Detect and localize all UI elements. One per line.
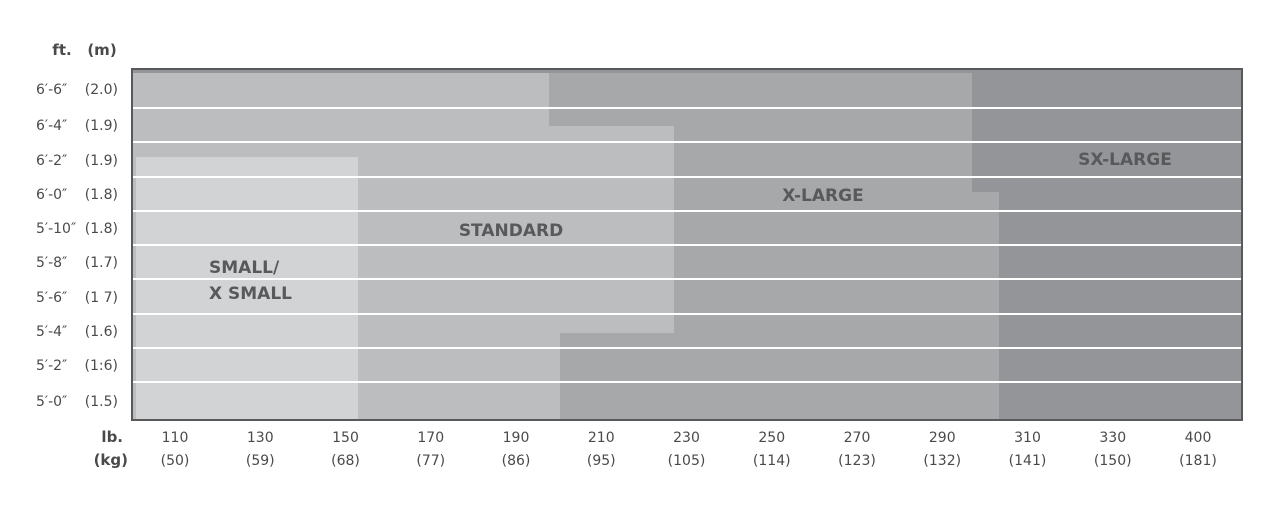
y-tick-ft: 5′-8″ <box>36 255 67 271</box>
x-header-kg: (kg) <box>94 451 128 469</box>
y-tick-ft: 5′-2″ <box>36 358 67 374</box>
x-tick-kg: (105) <box>668 453 706 469</box>
y-tick-ft: 5′-4″ <box>36 324 67 340</box>
y-tick-m: (1.7) <box>85 255 118 271</box>
x-tick-lb: 110 <box>162 430 189 446</box>
x-tick-lb: 310 <box>1014 430 1041 446</box>
chart-border <box>131 68 1243 421</box>
x-tick-lb: 250 <box>758 430 785 446</box>
y-tick-ft: 5′-10″ <box>36 221 76 237</box>
y-tick-m: (1.8) <box>85 187 118 203</box>
x-tick-kg: (68) <box>331 453 360 469</box>
x-tick-lb: 170 <box>417 430 444 446</box>
x-tick-kg: (141) <box>1009 453 1047 469</box>
y-header-m: (m) <box>87 41 116 59</box>
x-tick-lb: 210 <box>588 430 615 446</box>
y-tick-ft: 5′-6″ <box>36 290 67 306</box>
x-tick-kg: (123) <box>838 453 876 469</box>
x-tick-lb: 290 <box>929 430 956 446</box>
x-tick-kg: (132) <box>923 453 961 469</box>
x-tick-kg: (181) <box>1179 453 1217 469</box>
x-tick-kg: (114) <box>753 453 791 469</box>
region-label: X SMALL <box>209 284 292 304</box>
y-tick-m: (1.6) <box>85 324 118 340</box>
x-tick-lb: 230 <box>673 430 700 446</box>
x-tick-kg: (150) <box>1094 453 1132 469</box>
y-tick-ft: 5′-0″ <box>36 394 67 410</box>
y-tick-ft: 6′-0″ <box>36 187 67 203</box>
x-tick-kg: (86) <box>502 453 531 469</box>
x-tick-lb: 190 <box>503 430 530 446</box>
region-label: X-LARGE <box>782 186 863 206</box>
x-tick-lb: 150 <box>332 430 359 446</box>
y-tick-m: (1 7) <box>85 290 118 306</box>
x-tick-kg: (77) <box>416 453 445 469</box>
y-tick-ft: 6′-2″ <box>36 153 67 169</box>
y-tick-m: (1.9) <box>85 118 118 134</box>
y-tick-ft: 6′-4″ <box>36 118 67 134</box>
x-tick-lb: 330 <box>1099 430 1126 446</box>
y-header-ft: ft. <box>52 41 71 59</box>
region-label: STANDARD <box>459 221 563 241</box>
region-label: SMALL/ <box>209 258 280 278</box>
region-small-x-small <box>136 157 358 420</box>
x-header-lb: lb. <box>101 428 123 446</box>
x-tick-lb: 270 <box>844 430 871 446</box>
x-tick-kg: (59) <box>246 453 275 469</box>
y-tick-m: (1.9) <box>85 153 118 169</box>
y-tick-m: (1:6) <box>85 358 118 374</box>
y-tick-ft: 6′-6″ <box>36 82 67 98</box>
region-label: SX-LARGE <box>1078 150 1172 170</box>
x-tick-lb: 400 <box>1185 430 1212 446</box>
x-tick-kg: (95) <box>587 453 616 469</box>
x-tick-lb: 130 <box>247 430 274 446</box>
y-tick-m: (1.8) <box>85 221 118 237</box>
y-tick-m: (1.5) <box>85 394 118 410</box>
x-tick-kg: (50) <box>161 453 190 469</box>
y-tick-m: (2.0) <box>85 82 118 98</box>
